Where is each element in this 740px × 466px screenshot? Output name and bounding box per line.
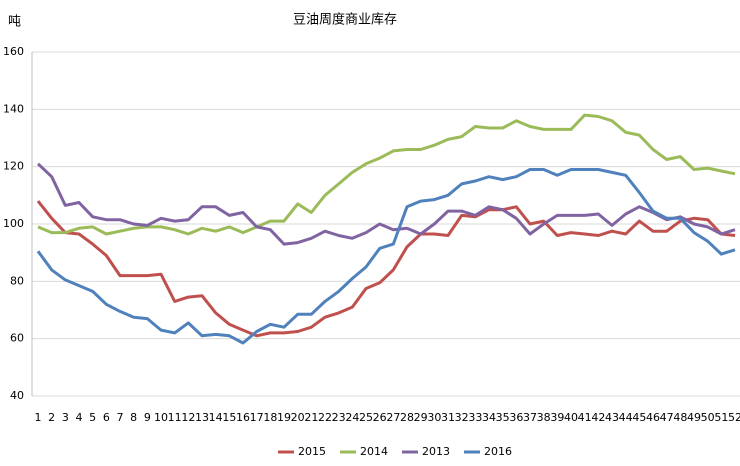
x-tick-label: 40 (564, 411, 578, 424)
x-tick-label: 24 (345, 411, 359, 424)
x-tick-label: 6 (103, 411, 110, 424)
x-tick-label: 3 (62, 411, 69, 424)
x-tick-label: 25 (359, 411, 373, 424)
x-tick-label: 22 (318, 411, 332, 424)
x-tick-label: 28 (400, 411, 414, 424)
x-tick-label: 14 (209, 411, 223, 424)
x-tick-label: 27 (386, 411, 400, 424)
x-tick-label: 2 (48, 411, 55, 424)
legend-label: 2015 (298, 445, 326, 458)
y-axis-label: 吨 (8, 15, 21, 30)
x-tick-label: 20 (291, 411, 305, 424)
x-tick-label: 35 (496, 411, 510, 424)
x-tick-label: 7 (117, 411, 124, 424)
x-tick-label: 13 (195, 411, 209, 424)
x-tick-label: 29 (414, 411, 428, 424)
x-tick-label: 11 (168, 411, 182, 424)
x-tick-label: 17 (250, 411, 264, 424)
x-tick-label: 5 (89, 411, 96, 424)
y-tick-label: 60 (10, 332, 24, 345)
x-tick-label: 23 (332, 411, 346, 424)
x-tick-label: 52 (728, 411, 740, 424)
legend-label: 2016 (484, 445, 512, 458)
x-tick-label: 8 (130, 411, 137, 424)
series-line (36, 200, 736, 338)
x-tick-label: 38 (537, 411, 551, 424)
series-line (36, 162, 736, 246)
x-tick-label: 1 (35, 411, 42, 424)
x-tick-label: 51 (714, 411, 728, 424)
x-tick-label: 15 (222, 411, 236, 424)
x-tick-label: 21 (304, 411, 318, 424)
legend-label: 2014 (360, 445, 388, 458)
x-tick-label: 37 (523, 411, 537, 424)
x-tick-label: 33 (468, 411, 482, 424)
x-tick-label: 39 (550, 411, 564, 424)
x-tick-label: 36 (509, 411, 523, 424)
x-tick-label: 45 (632, 411, 646, 424)
y-tick-label: 80 (10, 274, 24, 287)
y-tick-label: 160 (3, 45, 24, 58)
x-tick-label: 42 (591, 411, 605, 424)
y-tick-label: 40 (10, 389, 24, 402)
x-tick-label: 41 (578, 411, 592, 424)
legend-label: 2013 (422, 445, 450, 458)
x-tick-label: 26 (373, 411, 387, 424)
x-tick-label: 47 (660, 411, 674, 424)
x-tick-label: 30 (427, 411, 441, 424)
series-line (36, 168, 736, 345)
x-tick-label: 18 (263, 411, 277, 424)
x-tick-label: 46 (646, 411, 660, 424)
x-tick-label: 32 (455, 411, 469, 424)
x-tick-label: 48 (673, 411, 687, 424)
x-tick-label: 19 (277, 411, 291, 424)
chart-title: 豆油周度商业库存 (293, 12, 397, 28)
x-tick-label: 44 (619, 411, 633, 424)
x-tick-label: 49 (687, 411, 701, 424)
x-tick-label: 16 (236, 411, 250, 424)
x-tick-label: 9 (144, 411, 151, 424)
x-tick-label: 43 (605, 411, 619, 424)
x-tick-label: 50 (701, 411, 715, 424)
series-line (37, 113, 736, 236)
y-tick-label: 120 (3, 160, 24, 173)
y-tick-label: 140 (3, 102, 24, 115)
x-tick-label: 31 (441, 411, 455, 424)
x-tick-label: 12 (181, 411, 195, 424)
x-tick-label: 10 (154, 411, 168, 424)
x-tick-label: 34 (482, 411, 496, 424)
y-tick-label: 100 (3, 217, 24, 230)
x-tick-label: 4 (76, 411, 83, 424)
